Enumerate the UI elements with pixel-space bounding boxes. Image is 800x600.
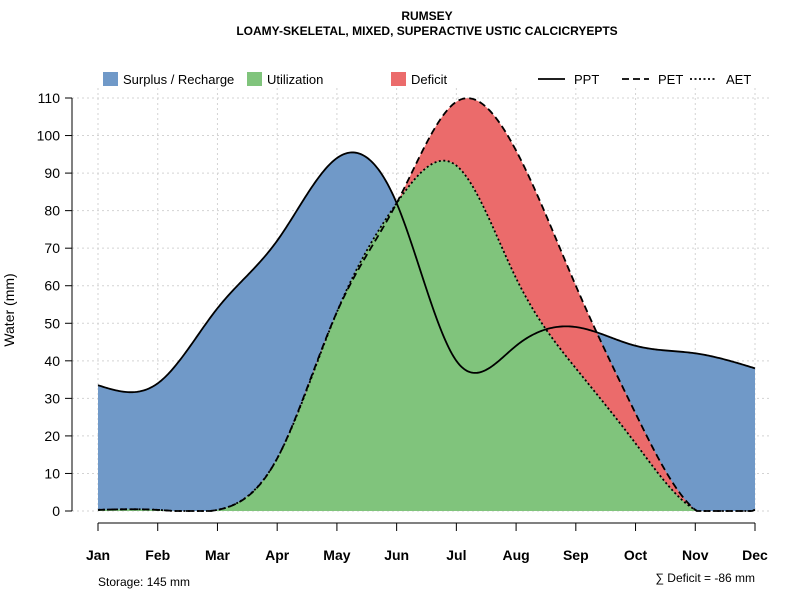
y-axis-label: Water (mm) (1, 273, 17, 346)
legend-label: Utilization (267, 72, 323, 87)
legend-item-surplus-recharge: Surplus / Recharge (103, 72, 234, 87)
axes: 0 10 20 30 40 50 60 70 80 90 100 110 Jan Feb Mar Apr May… (37, 90, 768, 563)
y-tick-label: 90 (44, 165, 60, 181)
y-tick-label: 20 (44, 428, 60, 444)
y-tick-label: 50 (44, 315, 60, 331)
area-fills (98, 98, 755, 511)
legend-swatch (391, 72, 406, 86)
y-tick-label: 30 (44, 390, 60, 406)
series-line-aet (97, 159, 756, 512)
x-tick-label-feb: Feb (145, 547, 170, 563)
legend-item-ppt: PPT (538, 72, 599, 87)
legend-item-deficit: Deficit (391, 72, 448, 87)
legend-item-pet: PET (622, 72, 683, 87)
x-tick-label-jun: Jun (384, 547, 409, 563)
storage-note: Storage: 145 mm (98, 575, 190, 589)
legend: Surplus / Recharge Utilization Deficit PPT P… (103, 72, 751, 87)
y-tick-label: 0 (52, 503, 60, 519)
legend-label: Surplus / Recharge (123, 72, 234, 87)
y-tick-label: 80 (44, 203, 60, 219)
x-tick-label-jan: Jan (86, 547, 110, 563)
legend-label: Deficit (411, 72, 448, 87)
x-tick-label-mar: Mar (205, 547, 230, 563)
series-lines (97, 97, 756, 512)
series-line-pet (97, 97, 756, 512)
x-tick-label-nov: Nov (682, 547, 709, 563)
y-tick-label: 110 (38, 90, 61, 106)
chart-title: RUMSEY (401, 9, 452, 23)
legend-swatch (247, 72, 262, 86)
legend-label: AET (726, 72, 751, 87)
legend-item-aet: AET (690, 72, 751, 87)
y-tick-label: 10 (44, 465, 60, 481)
x-tick-label-dec: Dec (742, 547, 768, 563)
series-line-ppt (97, 151, 756, 394)
utilization-area (98, 160, 755, 511)
y-tick-label: 60 (44, 278, 60, 294)
deficit-note: ∑ Deficit = -86 mm (655, 571, 755, 585)
y-tick-label: 100 (37, 128, 61, 144)
chart-subtitle: LOAMY-SKELETAL, MIXED, SUPERACTIVE USTIC… (236, 24, 617, 38)
legend-item-utilization: Utilization (247, 72, 323, 87)
y-tick-label: 40 (44, 353, 60, 369)
x-tick-label-jul: Jul (446, 547, 466, 563)
y-tick-label: 70 (44, 240, 60, 256)
x-tick-label-oct: Oct (624, 547, 648, 563)
legend-swatch (103, 72, 118, 86)
x-tick-label-may: May (323, 547, 350, 563)
x-tick-label-apr: Apr (265, 547, 290, 563)
x-tick-label-sep: Sep (563, 547, 589, 563)
legend-label: PET (658, 72, 683, 87)
x-tick-label-aug: Aug (502, 547, 529, 563)
legend-label: PPT (574, 72, 599, 87)
